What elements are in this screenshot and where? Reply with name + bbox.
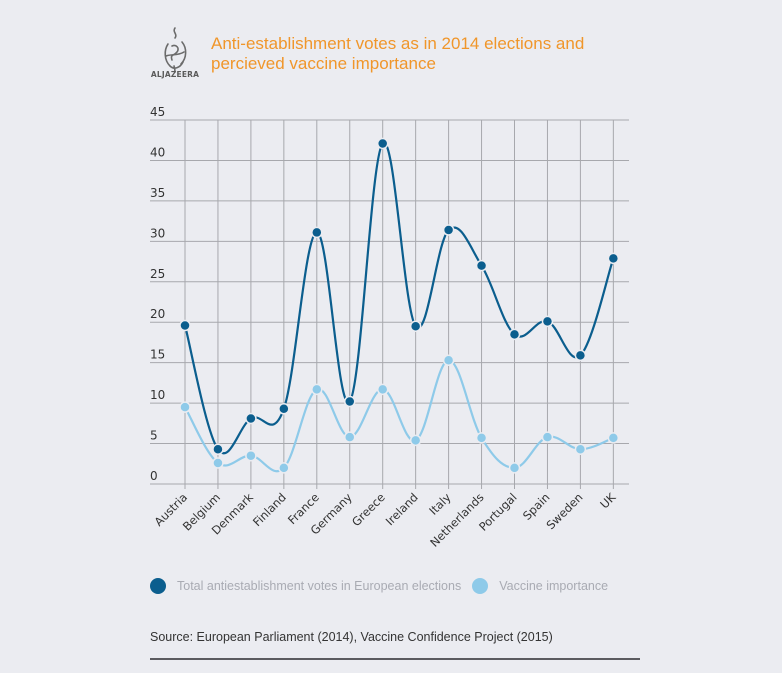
data-point-vaccine — [179, 401, 191, 413]
data-point-vaccine — [607, 432, 620, 444]
aljazeera-logo-icon — [150, 26, 200, 82]
footer-divider — [150, 658, 640, 660]
data-point-vaccine — [442, 354, 455, 366]
source-note: Source: European Parliament (2014), Vacc… — [150, 630, 553, 644]
data-point-votes — [541, 315, 554, 328]
y-tick-label: 30 — [150, 226, 165, 240]
x-tick-label: Sweden — [543, 490, 585, 532]
legend-item-votes[interactable]: Total antiestablishment votes in Europea… — [150, 578, 461, 594]
grid — [150, 119, 629, 489]
x-tick-label: UK — [597, 490, 619, 512]
data-point-vaccine — [278, 462, 290, 474]
data-point-votes — [607, 252, 620, 265]
y-tick-label: 10 — [150, 388, 165, 402]
data-point-vaccine — [541, 431, 554, 443]
data-point-vaccine — [245, 449, 257, 462]
data-point-votes — [179, 319, 191, 332]
y-tick-label: 5 — [150, 429, 158, 443]
chart-title: Anti-establishment votes as in 2014 elec… — [211, 34, 585, 73]
data-point-votes — [245, 412, 257, 425]
y-tick-label: 25 — [150, 267, 165, 281]
data-point-vaccine — [344, 431, 356, 443]
data-point-vaccine — [574, 443, 587, 455]
series-line-vaccine — [184, 359, 614, 473]
x-tick-label: Greece — [349, 490, 388, 529]
data-point-vaccine — [475, 432, 488, 444]
series-points — [179, 137, 620, 474]
legend: Total antiestablishment votes in Europea… — [150, 578, 619, 594]
line-chart: 0 5 10 15 20 25 30 35 40 45 AustriaBelgiumDenmark… — [150, 105, 629, 550]
y-tick-label: 40 — [150, 145, 165, 159]
legend-marker-votes — [150, 578, 166, 594]
x-tick-label: Italy — [426, 490, 454, 518]
legend-item-vaccine[interactable]: Vaccine importance — [472, 578, 608, 594]
data-point-vaccine — [311, 383, 323, 396]
y-axis-ticks: 0 5 10 15 20 25 30 35 40 45 — [150, 105, 165, 483]
data-point-votes — [376, 137, 389, 150]
y-tick-label: 45 — [150, 105, 165, 119]
x-tick-label: Ireland — [383, 490, 421, 528]
data-point-votes — [311, 226, 323, 239]
data-point-vaccine — [409, 434, 422, 447]
data-point-votes — [278, 403, 290, 415]
data-point-vaccine — [376, 383, 389, 396]
data-point-vaccine — [508, 462, 521, 474]
logo-text: ALJAZEERA — [150, 70, 200, 79]
data-point-votes — [442, 224, 455, 236]
data-point-votes — [475, 259, 488, 272]
series-line-votes — [183, 142, 615, 455]
data-point-votes — [409, 320, 422, 333]
y-tick-label: 0 — [150, 469, 158, 483]
y-tick-label: 35 — [150, 186, 165, 200]
legend-label-vaccine: Vaccine importance — [499, 579, 609, 593]
data-point-votes — [212, 443, 224, 455]
data-point-votes — [508, 328, 521, 341]
y-tick-label: 20 — [150, 307, 165, 321]
legend-label-votes: Total antiestablishment votes in Europea… — [177, 579, 462, 593]
data-point-votes — [574, 349, 587, 362]
data-point-votes — [344, 395, 356, 408]
legend-marker-vaccine — [472, 578, 489, 594]
x-tick-label: Finland — [250, 490, 289, 529]
y-tick-label: 15 — [150, 348, 165, 362]
data-point-vaccine — [212, 457, 224, 469]
x-axis-ticks: AustriaBelgiumDenmarkFinlandFranceGerman… — [151, 490, 618, 550]
